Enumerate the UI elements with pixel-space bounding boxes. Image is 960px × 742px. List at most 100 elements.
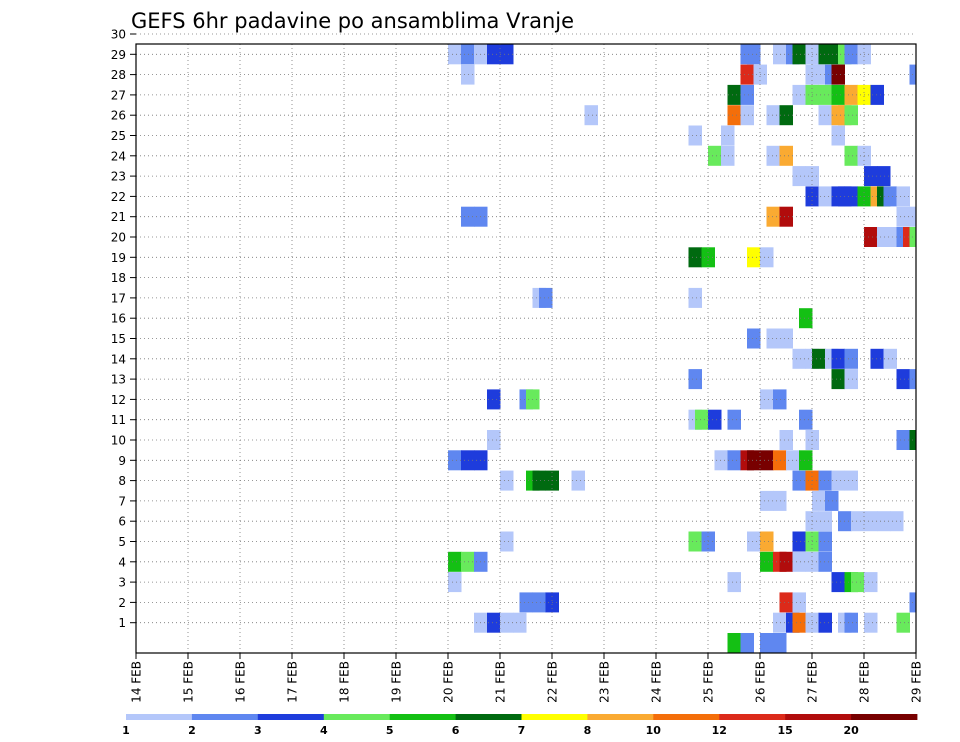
heatmap-cell	[747, 450, 761, 471]
x-axis: 14 FEB 15 FEB 16 FEB 17 FEB 18 FEB 19 FEB 20 F…	[130, 653, 924, 703]
heatmap-cell	[487, 430, 501, 450]
heatmap-cell	[792, 44, 806, 65]
colorbar-label: 3	[254, 724, 262, 737]
x-tick-label: 14 FEB	[130, 661, 144, 703]
colorbar-segment	[323, 714, 391, 720]
heatmap-cell	[799, 409, 813, 430]
heatmap-cell	[747, 247, 761, 268]
heatmap-cell	[877, 511, 891, 532]
x-tick-label: 29 FEB	[910, 661, 924, 703]
y-tick-label: 4	[118, 555, 126, 569]
heatmap-cell	[500, 531, 514, 552]
x-tick-label: 24 FEB	[650, 661, 664, 703]
y-tick-label: 23	[111, 170, 126, 184]
grid-lines	[136, 33, 916, 653]
heatmap-cell	[896, 430, 910, 450]
heatmap-cell	[461, 64, 475, 85]
y-tick-label: 13	[111, 373, 126, 387]
heatmap-cell	[818, 44, 832, 65]
heatmap-cell	[766, 328, 780, 349]
heatmap-cell	[539, 287, 553, 308]
y-tick-label: 1	[118, 616, 126, 630]
heatmap-cell	[571, 470, 585, 491]
y-tick-label: 7	[118, 494, 126, 508]
heatmap-cell	[740, 633, 754, 653]
y-tick-label: 6	[118, 515, 126, 529]
heatmap-cell	[844, 44, 858, 65]
heatmap-cell	[818, 551, 832, 572]
heatmap-cell	[760, 450, 774, 471]
x-tick-label: 23 FEB	[598, 661, 612, 703]
y-tick-label: 21	[111, 210, 126, 224]
y-tick-label: 19	[111, 251, 126, 265]
heatmap-cell	[896, 612, 910, 633]
heatmap-cell	[844, 145, 858, 166]
x-tick-label: 21 FEB	[494, 661, 508, 703]
heatmap-cell	[831, 84, 845, 105]
heatmap-cell	[779, 206, 793, 227]
colorbar-segment	[785, 714, 852, 720]
heatmap-cell	[792, 166, 806, 187]
heatmap-cell	[740, 64, 754, 85]
heatmap-cell	[708, 409, 722, 430]
heatmap-cell	[448, 551, 462, 572]
heatmap-cell	[812, 64, 826, 85]
y-tick-label: 8	[118, 474, 126, 488]
heatmap-cell	[688, 247, 702, 268]
heatmap-cell	[688, 531, 702, 552]
heatmap-cell	[883, 186, 897, 207]
y-tick-label: 16	[111, 312, 126, 326]
heatmap-cell	[864, 612, 878, 633]
heatmap-cell	[818, 105, 832, 126]
x-tick-label: 15 FEB	[182, 661, 196, 703]
colorbar-segment	[587, 714, 654, 720]
heatmap-cell	[500, 470, 514, 491]
heatmap-cell	[760, 531, 774, 552]
y-tick-label: 28	[111, 68, 126, 82]
heatmap-cell	[870, 348, 884, 369]
heatmap-cell	[461, 206, 475, 227]
heatmap-cell	[773, 450, 787, 471]
heatmap-cell	[818, 186, 832, 207]
y-tick-label: 26	[111, 109, 126, 123]
heatmap-cell	[773, 44, 787, 65]
heatmap-cell	[688, 287, 702, 308]
heatmap-cell	[727, 84, 741, 105]
heatmap-cell	[461, 450, 475, 471]
heatmap-cell	[818, 612, 832, 633]
heatmap-cell	[864, 572, 878, 593]
heatmap-cell	[779, 592, 793, 613]
heatmap-cell	[773, 633, 787, 653]
heatmap-cell	[461, 551, 475, 572]
colorbar-segment	[257, 714, 325, 720]
x-tick-label: 20 FEB	[442, 661, 456, 703]
heatmap-cell	[877, 227, 891, 247]
heatmap-cell	[896, 186, 910, 207]
heatmap-cell	[766, 105, 780, 126]
heatmap-cell	[688, 125, 702, 146]
heatmap-cell	[844, 105, 858, 126]
heatmap-cell	[818, 470, 832, 491]
colorbar-label: 15	[778, 724, 793, 737]
heatmap-cell	[831, 369, 845, 390]
heatmap-cell	[818, 531, 832, 552]
heatmap-cell	[831, 348, 845, 369]
y-tick-label: 17	[111, 291, 126, 305]
heatmap-cell	[851, 572, 865, 593]
colorbar-legend: 1 2 3 4 5 6 7 8 10 12 15 20	[122, 714, 918, 737]
heatmap-cell	[747, 44, 761, 65]
heatmap-cell	[760, 247, 774, 268]
heatmap-cell	[851, 511, 865, 532]
x-tick-label: 16 FEB	[234, 661, 248, 703]
heatmap-cell	[779, 551, 793, 572]
colorbar-segment	[851, 714, 918, 720]
colorbar-segment	[191, 714, 259, 720]
heatmap-cell	[870, 84, 884, 105]
heatmap-cell	[448, 450, 462, 471]
colorbar-label: 8	[584, 724, 592, 737]
colorbar-label: 4	[320, 724, 328, 737]
heatmap-cell	[844, 84, 858, 105]
colorbar-label: 12	[712, 724, 727, 737]
heatmap-cell	[818, 84, 832, 105]
heatmap-cell	[747, 531, 761, 552]
